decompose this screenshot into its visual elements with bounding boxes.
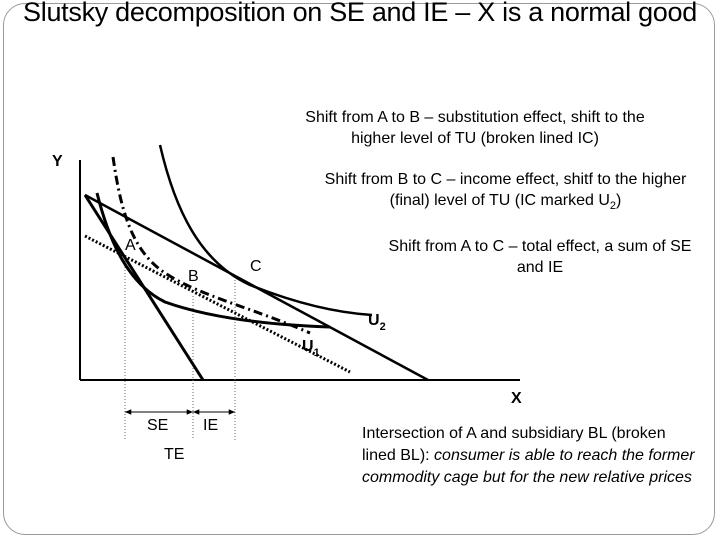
te-label: TE bbox=[164, 446, 184, 463]
u2-label: U2 bbox=[368, 312, 386, 333]
u1-label: U1 bbox=[302, 338, 320, 359]
income-effect-subscript: 2 bbox=[609, 200, 616, 213]
intersection-note: Intersection of A and subsidiary BL (bro… bbox=[362, 423, 702, 489]
x-axis-label: X bbox=[511, 390, 522, 407]
income-effect-text: Shift from B to C – income effect, shitf… bbox=[324, 171, 687, 209]
se-label: SE bbox=[147, 417, 168, 434]
point-c-label: C bbox=[250, 258, 262, 275]
indifference-curve-broken bbox=[111, 156, 311, 335]
income-effect-note: Shift from B to C – income effect, shitf… bbox=[318, 169, 693, 217]
point-b-label: B bbox=[188, 268, 199, 285]
point-a-label: A bbox=[125, 237, 136, 254]
y-axis-label: Y bbox=[52, 153, 63, 170]
indifference-curve-u1 bbox=[95, 192, 331, 329]
income-effect-close: ) bbox=[616, 192, 622, 209]
compensated-budget-line bbox=[84, 234, 351, 374]
indifference-curve-u2 bbox=[158, 144, 373, 317]
slide-title: Slutsky decomposition on SE and IE – X i… bbox=[23, 0, 697, 27]
u2-label-subscript: 2 bbox=[380, 321, 386, 333]
ie-label: IE bbox=[203, 417, 218, 434]
u1-label-subscript: 1 bbox=[314, 347, 320, 359]
intersection-note-text: Intersection of A and subsidiary BL (bro… bbox=[362, 425, 666, 464]
slide-frame bbox=[3, 3, 715, 535]
total-effect-note: Shift from A to C – total effect, a sum … bbox=[388, 238, 692, 276]
substitution-effect-note: Shift from A to B – substitution effect,… bbox=[305, 109, 645, 147]
u2-label-text: U bbox=[368, 312, 380, 329]
u1-label-text: U bbox=[302, 338, 314, 355]
intersection-note-italic: consumer is able to reach the former com… bbox=[362, 447, 695, 486]
